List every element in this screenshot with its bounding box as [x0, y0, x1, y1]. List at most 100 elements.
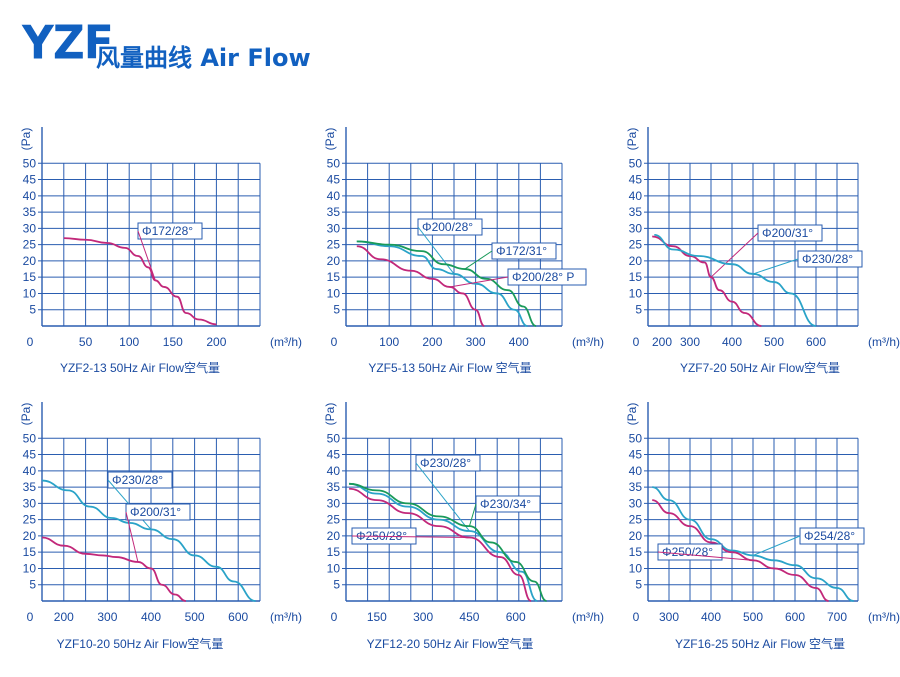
series-label: Φ200/31°: [762, 226, 813, 240]
series-leader: [468, 503, 477, 527]
series-label: Φ250/28°: [662, 545, 713, 559]
chart-5: 5 10 15 20 25 30 35 40 45 50 (Pa) 150 300 450 600 0 (m³/…: [323, 402, 604, 651]
chart-caption: YZF7-20 50Hz Air Flow空气量: [680, 360, 840, 375]
chart-caption: YZF2-13 50Hz Air Flow空气量: [60, 360, 220, 375]
y-tick-label: 5: [635, 578, 642, 592]
series-label: Φ172/31°: [496, 244, 547, 258]
series-leader: [351, 535, 470, 539]
y-tick-label: 20: [23, 254, 37, 268]
y-tick-label: 50: [23, 156, 37, 170]
y-tick-label: 50: [629, 431, 643, 445]
y-tick-label: 40: [629, 189, 643, 203]
y-tick-label: 45: [23, 448, 37, 462]
x-tick-label: 200: [652, 335, 672, 349]
y-tick-label: 40: [327, 464, 341, 478]
y-tick-label: 25: [23, 238, 37, 252]
y-tick-label: 35: [629, 205, 643, 219]
x-tick-label: 200: [54, 610, 74, 624]
x-tick-label: 400: [141, 610, 161, 624]
x-tick-label: 150: [163, 335, 183, 349]
x-tick-label: 50: [79, 335, 93, 349]
y-tick-label: 5: [29, 578, 36, 592]
y-tick-label: 20: [327, 254, 341, 268]
y-tick-label: 30: [629, 496, 643, 510]
series-label: Φ200/31°: [130, 505, 181, 519]
series-leader: [449, 276, 509, 288]
series-label: Φ230/28°: [802, 252, 853, 266]
y-axis-label: (Pa): [323, 128, 337, 151]
x-tick-label: 200: [422, 335, 442, 349]
x-tick-label: 150: [367, 610, 387, 624]
y-tick-label: 5: [635, 303, 642, 317]
series-leader: [415, 462, 470, 532]
y-tick-label: 35: [23, 480, 37, 494]
series-leader: [752, 535, 801, 556]
x-tick-label: 300: [680, 335, 700, 349]
chart-1: 5 10 15 20 25 30 35 40 45 50 (Pa) 0 50 100 150 200 (m³/h…: [19, 127, 302, 375]
y-tick-label: 15: [327, 545, 341, 559]
x-tick-label: 0: [27, 335, 34, 349]
x-origin-label: 0: [633, 335, 640, 349]
y-tick-label: 20: [23, 529, 37, 543]
y-tick-label: 10: [629, 286, 643, 300]
x-tick-label: 400: [509, 335, 529, 349]
y-tick-label: 25: [629, 238, 643, 252]
y-tick-label: 45: [23, 173, 37, 187]
series-label: Φ230/34°: [480, 497, 531, 511]
x-tick-label: 500: [764, 335, 784, 349]
series-leader: [710, 232, 759, 278]
y-tick-label: 25: [629, 513, 643, 527]
series-line: [652, 499, 829, 602]
y-tick-label: 40: [327, 189, 341, 203]
x-tick-label: 600: [228, 610, 248, 624]
y-tick-label: 30: [23, 221, 37, 235]
x-axis-label: (m³/h): [868, 335, 900, 349]
x-axis-label: (m³/h): [868, 610, 900, 624]
y-tick-label: 30: [629, 221, 643, 235]
chart-caption: YZF12-20 50Hz Air Flow空气量: [367, 636, 534, 651]
y-tick-label: 45: [629, 173, 643, 187]
chart-3: 5 10 15 20 25 30 35 40 45 50 (Pa) 200 300 400 500 600 0 (…: [625, 127, 900, 375]
series-label-box: [125, 503, 191, 521]
y-axis-label: (Pa): [19, 403, 33, 426]
series-line: [41, 479, 256, 602]
x-tick-label: 0: [331, 335, 338, 349]
series-line: [654, 233, 817, 327]
y-tick-label: 15: [23, 270, 37, 284]
x-tick-label: 450: [459, 610, 479, 624]
y-tick-label: 15: [629, 545, 643, 559]
x-tick-label: 600: [785, 610, 805, 624]
y-axis-label: (Pa): [625, 403, 639, 426]
y-tick-label: 5: [29, 303, 36, 317]
page-title: 风量曲线 Air Flow: [96, 44, 311, 72]
chart-caption: YZF5-13 50Hz Air Flow 空气量: [368, 360, 531, 375]
chart-caption: YZF10-20 50Hz Air Flow空气量: [57, 636, 224, 651]
y-tick-label: 15: [23, 545, 37, 559]
y-tick-label: 35: [629, 480, 643, 494]
y-tick-label: 35: [327, 205, 341, 219]
series-line: [349, 482, 538, 602]
y-tick-label: 10: [23, 561, 37, 575]
x-tick-label: 100: [379, 335, 399, 349]
y-tick-label: 20: [629, 254, 643, 268]
y-tick-label: 40: [23, 189, 37, 203]
y-tick-label: 40: [23, 464, 37, 478]
y-tick-label: 45: [327, 448, 341, 462]
series-line: [63, 237, 217, 326]
y-tick-label: 35: [23, 205, 37, 219]
y-axis-label: (Pa): [19, 128, 33, 151]
series-label: Φ254/28°: [804, 529, 855, 543]
y-tick-label: 20: [327, 529, 341, 543]
y-tick-label: 50: [327, 156, 341, 170]
series-line: [41, 536, 187, 602]
x-tick-label: 300: [97, 610, 117, 624]
y-tick-label: 15: [629, 270, 643, 284]
x-axis-label: (m³/h): [270, 610, 302, 624]
y-tick-label: 5: [333, 303, 340, 317]
y-axis-label: (Pa): [323, 403, 337, 426]
series-leader: [752, 258, 799, 275]
x-tick-label: 600: [506, 610, 526, 624]
y-tick-label: 25: [327, 513, 341, 527]
series-line: [356, 245, 485, 327]
y-tick-label: 15: [327, 270, 341, 284]
